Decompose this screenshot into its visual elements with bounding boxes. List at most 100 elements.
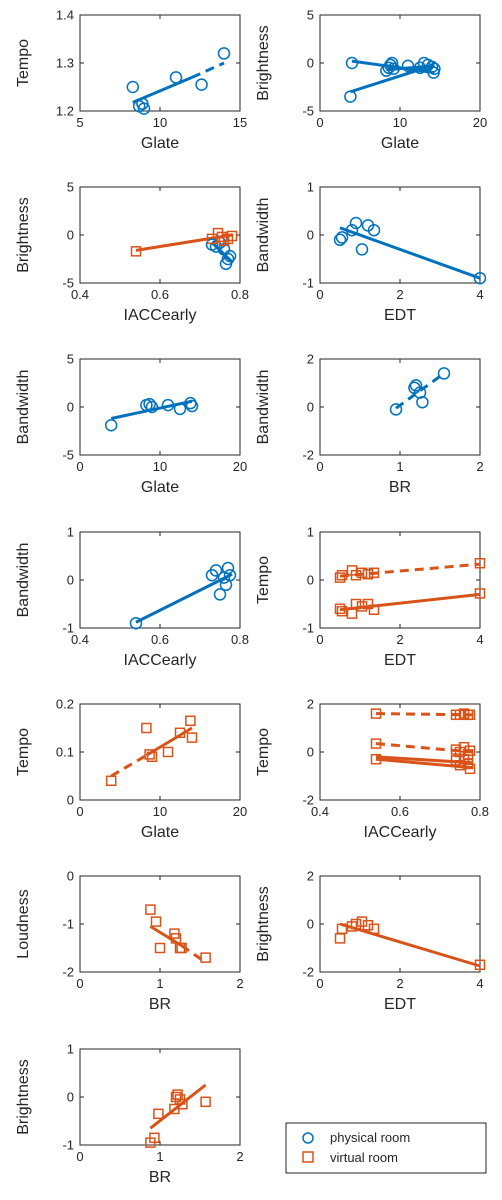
panel-5-point-physical	[161, 398, 175, 412]
panel-6-data	[389, 367, 451, 416]
panel-9-ylabel: Tempo	[15, 728, 32, 776]
panel-6-ytick-label: -2	[302, 448, 314, 463]
panel-11-point-virtual	[154, 942, 166, 954]
panel-4-point-physical	[345, 223, 359, 237]
panel-5-point-physical	[185, 399, 199, 413]
panel-5-xlabel: Glate	[141, 479, 179, 496]
panel-7-point-physical	[221, 561, 235, 575]
panel-12-point-virtual	[334, 933, 346, 944]
panel-4-xtick-label: 0	[316, 287, 323, 302]
panel-13-ytick-label: 1	[67, 1042, 74, 1057]
panel-3-xtick-label: 0.6	[151, 287, 169, 302]
panel-1-ytick-label: 1.4	[56, 8, 74, 23]
legend-label-physical: physical room	[330, 1130, 410, 1145]
panel-5-point-physical	[143, 397, 156, 411]
panel-3-point-physical	[223, 249, 237, 263]
panel-10-point-virtual	[370, 708, 382, 719]
panel-8-xtick-label: 0	[316, 632, 323, 647]
panel-11-xlabel: BR	[149, 996, 171, 1013]
panel-11-xtick-label: 2	[236, 976, 243, 991]
panel-7-ytick-label: 0	[67, 573, 74, 588]
panel-3: 0.4 0.6 0.8 -5 0 5 IACCearly Brightness	[15, 180, 249, 325]
panel-2-point-physical	[387, 62, 400, 76]
panel-9-ytick-label: 0.2	[56, 697, 74, 712]
panel-2-point-physical	[344, 90, 357, 103]
panel-7-ytick-label: -1	[62, 621, 74, 636]
panel-7-ytick-label: 1	[67, 525, 74, 540]
panel-5-xtick-label: 0	[76, 459, 83, 474]
panel-10-xtick-label: 0.8	[471, 804, 489, 819]
panel-1: 5 10 15 1.2 1.3 1.4 Glate Tempo	[15, 8, 247, 153]
panel-1-data	[126, 47, 231, 115]
panel-9-point-virtual	[185, 715, 196, 727]
panel-8-ytick-label: 1	[307, 525, 314, 540]
panel-6-ytick-label: 2	[307, 352, 314, 367]
panel-13-xtick-label: 0	[76, 1149, 83, 1164]
panel-8-point-virtual	[336, 569, 348, 581]
panel-8-point-virtual	[474, 588, 486, 599]
panel-9-point-virtual	[186, 732, 198, 743]
panel-9-xtick-label: 0	[76, 804, 83, 819]
panel-4-point-physical	[355, 243, 369, 256]
panel-10-xtick-label: 0.4	[311, 804, 329, 819]
panel-10-ytick-label: 2	[307, 697, 314, 712]
panel-4-point-physical	[367, 223, 381, 237]
panel-11-ylabel: Loudness	[15, 889, 32, 958]
panel-7-fit-line-physical	[135, 572, 233, 624]
legend-box	[285, 1122, 487, 1174]
panel-6-point-physical	[437, 367, 451, 380]
panel-4-point-physical	[333, 233, 347, 247]
panel-12-point-virtual	[336, 923, 348, 935]
legend-marker-virtual	[302, 1151, 314, 1163]
panel-10-point-virtual	[464, 745, 476, 757]
panel-10-point-virtual	[370, 738, 382, 749]
panel-3-point-virtual	[206, 233, 218, 245]
panel-11-ytick-label: -1	[62, 917, 74, 932]
panel-2-point-physical	[401, 59, 415, 73]
panel-8-point-virtual	[362, 568, 374, 580]
panel-8-xtick-label: 2	[396, 632, 403, 647]
panel-12-ytick-label: 0	[307, 917, 314, 932]
panel-8-point-virtual	[368, 604, 380, 616]
panel-7-xlabel: IACCearly	[124, 652, 197, 669]
panel-2-data	[344, 56, 441, 103]
panel-3-ytick-label: 0	[67, 228, 74, 243]
panel-8-point-virtual	[350, 598, 362, 610]
panel-12-point-virtual	[350, 918, 362, 930]
panel-4-point-physical	[335, 231, 349, 244]
panel-2-point-physical	[345, 56, 359, 70]
panel-6-fit-line-physical	[395, 372, 445, 410]
panel-1-ytick-label: 1.3	[56, 56, 74, 71]
panel-10-ytick-label: -2	[302, 793, 314, 808]
panel-9-axes	[79, 703, 241, 801]
panel-8-point-virtual	[474, 557, 486, 569]
panel-7-point-physical	[223, 568, 237, 582]
panel-4-ytick-label: -1	[302, 276, 314, 291]
panel-5-data	[104, 396, 199, 432]
panel-4-ylabel: Bandwidth	[255, 198, 272, 273]
panel-3-ylabel: Brightness	[15, 197, 32, 273]
panel-1-point-physical	[136, 97, 149, 111]
panel-9-ytick-label: 0.1	[56, 745, 74, 760]
panel-10-point-virtual	[464, 709, 476, 721]
panel-12-fit-line-virtual	[339, 922, 481, 968]
panel-7-ylabel: Bandwidth	[15, 543, 32, 618]
panel-2-point-physical	[428, 62, 441, 76]
panel-11: 0 1 2 -2 -1 0 BR Loudness	[15, 869, 244, 1014]
panel-8-point-virtual	[334, 603, 346, 615]
panel-5-point-physical	[173, 402, 187, 416]
panel-8-point-virtual	[362, 598, 374, 610]
panel-1-xtick-label: 10	[153, 115, 167, 130]
panel-3-xtick-label: 0.8	[231, 287, 249, 302]
panel-2-ytick-label: -5	[302, 104, 314, 119]
panel-7-xtick-label: 0.8	[231, 632, 249, 647]
panel-2-ytick-label: 5	[307, 8, 314, 23]
panel-13-xtick-label: 2	[236, 1149, 243, 1164]
panel-10-xlabel: IACCearly	[364, 824, 437, 841]
panel-13-point-virtual	[153, 1108, 164, 1120]
